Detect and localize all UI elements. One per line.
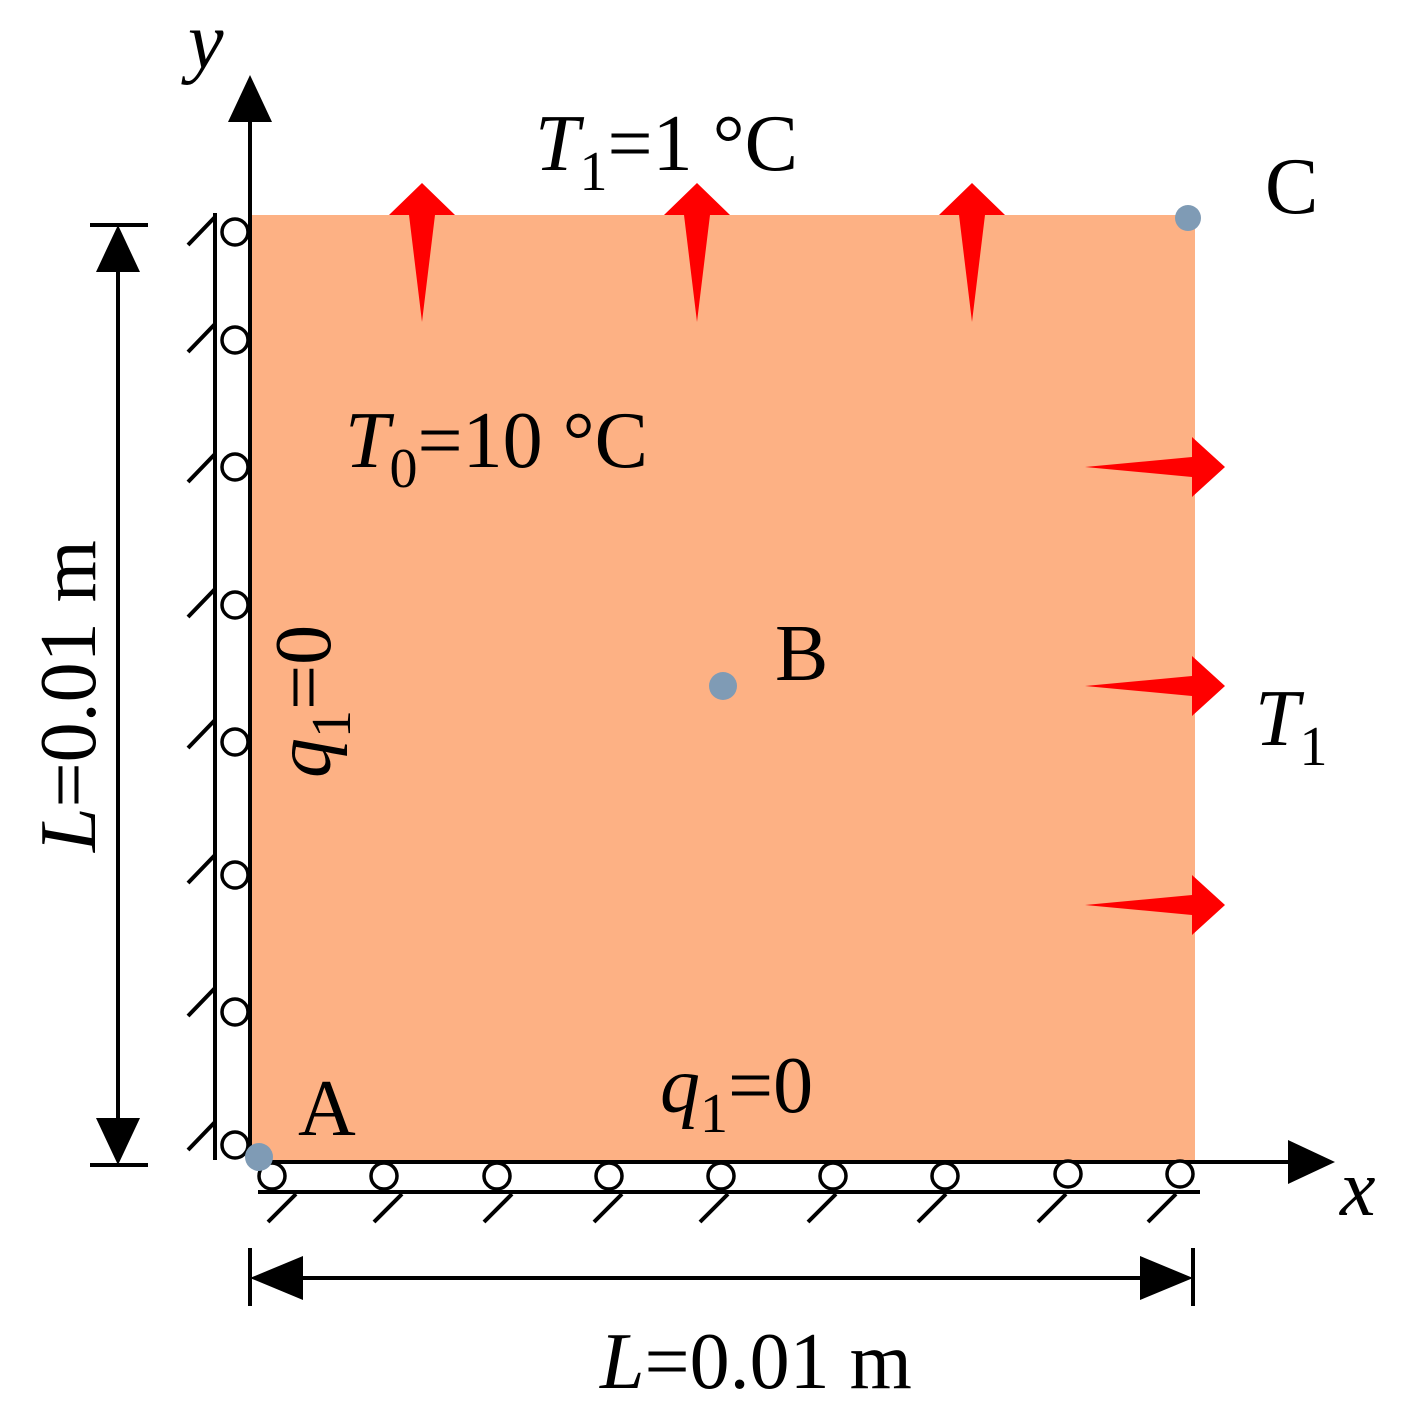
boundary-label: T1 — [1255, 675, 1328, 778]
subscript: 1 — [1300, 716, 1328, 778]
boundary-label: q1=0 — [660, 1042, 813, 1145]
height-dimension-line — [90, 223, 148, 1167]
boundary-label: q1=0 — [260, 625, 363, 778]
subscript: 1 — [301, 710, 363, 738]
point-b — [709, 672, 737, 700]
point-label: B — [775, 610, 828, 698]
point-label: A — [298, 1065, 356, 1153]
width-dimension-line — [248, 1248, 1195, 1306]
condition: =10 °C — [418, 397, 648, 485]
rollers — [220, 217, 250, 1160]
symbol: T — [1255, 675, 1305, 763]
x-arrowhead — [1288, 1140, 1335, 1184]
value: =0.01 m — [645, 1318, 912, 1406]
y-arrowhead — [228, 75, 272, 122]
value: =0.01 m — [25, 540, 113, 807]
condition: =0 — [728, 1042, 813, 1130]
y-axis-label: y — [181, 0, 224, 86]
condition: =0 — [260, 625, 348, 710]
dimension-label: L=0.01 m — [599, 1318, 912, 1406]
left-support — [186, 213, 250, 1160]
bottom-support — [257, 1159, 1200, 1224]
symbol: L — [599, 1318, 645, 1406]
x-axis-label: x — [1339, 1145, 1376, 1233]
symbol: L — [25, 808, 113, 854]
subscript: 0 — [390, 438, 418, 500]
condition: =1 °C — [608, 100, 798, 188]
axes — [228, 75, 1335, 1184]
point-label: C — [1265, 143, 1318, 231]
boundary-label: T1=1 °C — [535, 100, 798, 203]
subscript: 1 — [580, 141, 608, 203]
symbol: q — [260, 738, 348, 778]
symbol: T — [345, 397, 395, 485]
flux-arrows-top — [389, 183, 1005, 322]
point-c — [1175, 205, 1201, 231]
symbol: T — [535, 100, 585, 188]
dimension-label: L=0.01 m — [25, 540, 113, 853]
symbol: q — [660, 1042, 700, 1130]
subscript: 1 — [700, 1083, 728, 1145]
rollers — [257, 1159, 1195, 1191]
initial-label: T0=10 °C — [345, 397, 648, 500]
flux-arrows-right — [1085, 437, 1225, 935]
hatching — [186, 215, 217, 1152]
point-a — [245, 1143, 273, 1171]
hatching — [266, 1192, 1178, 1224]
